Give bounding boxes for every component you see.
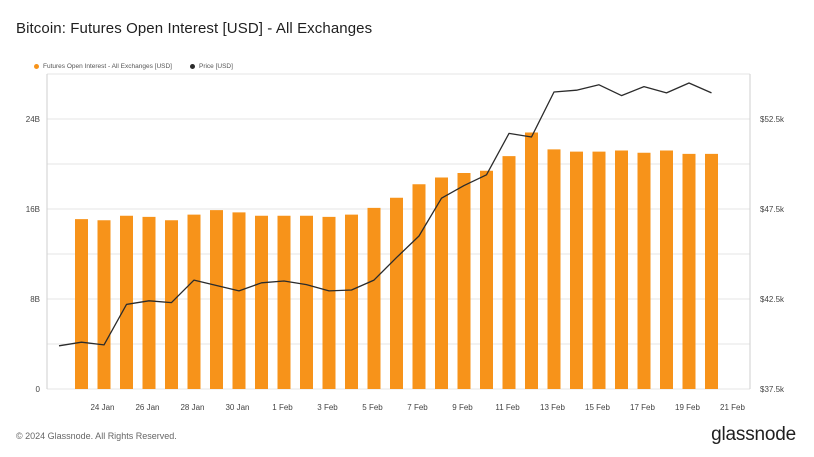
- price-line: [58, 82, 712, 347]
- bar-open-interest: [142, 216, 156, 389]
- bar-open-interest: [277, 215, 291, 389]
- x-tick-label: 9 Feb: [452, 403, 473, 412]
- bar-open-interest: [187, 214, 201, 389]
- x-tick-label: 1 Feb: [272, 403, 293, 412]
- x-tick-label: 28 Jan: [180, 403, 204, 412]
- x-tick-label: 13 Feb: [540, 403, 565, 412]
- bar-open-interest: [435, 177, 448, 389]
- legend-item-price[interactable]: Price [USD]: [189, 63, 233, 70]
- bar-open-interest: [480, 170, 493, 389]
- x-tick-label: 24 Jan: [90, 403, 114, 412]
- legend-label-open-interest: Futures Open Interest - All Exchanges [U…: [43, 63, 172, 70]
- y-right-tick-label: $52.5k: [760, 115, 785, 124]
- bar-open-interest: [547, 149, 561, 389]
- bar-open-interest: [322, 216, 336, 389]
- bar-open-interest: [165, 220, 178, 389]
- bar-open-interest: [592, 151, 606, 389]
- y-left-tick-label: 0: [36, 385, 41, 394]
- bar-open-interest: [682, 153, 696, 389]
- legend-label-price: Price [USD]: [198, 63, 233, 70]
- y-right-tick-label: $37.5k: [760, 385, 785, 394]
- x-tick-label: 26 Jan: [135, 403, 159, 412]
- bar-open-interest: [120, 215, 133, 389]
- bar-open-interest: [255, 215, 268, 389]
- x-tick-label: 5 Feb: [362, 403, 383, 412]
- bar-open-interest: [502, 156, 516, 389]
- x-tick-label: 7 Feb: [407, 403, 428, 412]
- bars-layer: [75, 132, 718, 389]
- axes-layer: 0 8B 16B 24B $37.5k $42.5k $47.5k $52.5k 24 Jan 2…: [26, 74, 785, 412]
- x-tick-label: 17 Feb: [630, 403, 655, 412]
- bar-open-interest: [457, 173, 471, 389]
- bar-open-interest: [75, 219, 88, 389]
- glassnode-logo: glassnode: [711, 424, 796, 445]
- y-right-tick-label: $47.5k: [760, 205, 785, 214]
- y-left-tick-label: 24B: [26, 115, 40, 124]
- bar-open-interest: [345, 214, 358, 389]
- x-tick-label: 11 Feb: [495, 403, 520, 412]
- bar-open-interest: [637, 152, 651, 389]
- bar-open-interest: [660, 150, 673, 389]
- bar-open-interest: [97, 220, 111, 389]
- bar-open-interest: [232, 212, 246, 389]
- legend-swatch-open-interest: [34, 64, 39, 69]
- x-tick-label: 30 Jan: [225, 403, 249, 412]
- legend-item-open-interest[interactable]: Futures Open Interest - All Exchanges [U…: [34, 63, 172, 70]
- chart-legend: Futures Open Interest - All Exchanges [U…: [34, 63, 233, 70]
- y-left-tick-label: 8B: [30, 295, 40, 304]
- bar-open-interest: [615, 150, 628, 389]
- bar-open-interest: [412, 184, 426, 389]
- x-tick-label: 15 Feb: [585, 403, 610, 412]
- legend-swatch-price: [189, 64, 195, 69]
- x-tick-label: 3 Feb: [317, 403, 338, 412]
- bar-open-interest: [367, 207, 381, 389]
- price-line-layer: [58, 82, 712, 347]
- bar-open-interest: [210, 210, 223, 389]
- bar-open-interest: [705, 153, 718, 389]
- bar-open-interest: [390, 197, 403, 389]
- y-right-tick-label: $42.5k: [760, 295, 785, 304]
- bar-open-interest: [300, 215, 313, 389]
- copyright-footer: © 2024 Glassnode. All Rights Reserved.: [16, 431, 177, 441]
- bar-open-interest: [525, 132, 538, 389]
- x-tick-label: 21 Feb: [720, 403, 745, 412]
- x-tick-label: 19 Feb: [675, 403, 700, 412]
- y-left-tick-label: 16B: [26, 205, 40, 214]
- bar-open-interest: [570, 151, 583, 389]
- chart-title: Bitcoin: Futures Open Interest [USD] - A…: [16, 20, 373, 37]
